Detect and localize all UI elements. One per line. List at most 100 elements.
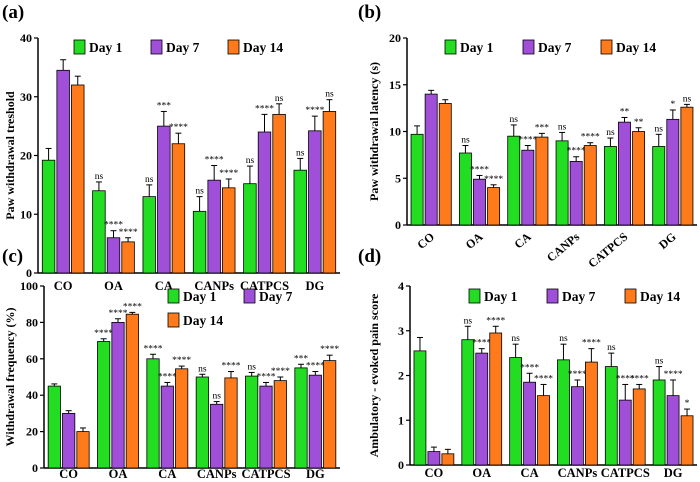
panel2-bar-day14-co	[438, 103, 452, 226]
panel3-y-tick-label: 0	[32, 461, 38, 475]
panel3-x-tick-label: CANPs	[197, 467, 237, 481]
panel4-bar-day7-catpcs	[618, 399, 632, 466]
panel3-significance-label: ****	[172, 356, 191, 366]
panel4-x-tick-label: DG	[664, 466, 683, 480]
panel4-bar-day7-co	[427, 451, 441, 466]
panel4-bar-day14-canps	[584, 361, 598, 466]
panel1-x-tick-label: CANPs	[194, 279, 234, 293]
panel4-bar-day14-dg	[680, 415, 694, 466]
panel1-y-axis-label: Paw withdrawal treshold	[3, 91, 17, 220]
panel4-bar-day7-dg	[666, 395, 680, 466]
panel4-y-tick-label: 2	[398, 369, 404, 383]
panel2-bar-day7-oa	[473, 178, 486, 226]
panel4-bar-day7-ca	[523, 381, 536, 466]
panel4-y-tick-label: 1	[398, 413, 404, 427]
panel3-significance-label: ns	[212, 392, 221, 402]
panel3-bar-day14-catpcs	[273, 380, 287, 469]
panel3-legend-label-3: Day 14	[183, 313, 223, 328]
panel3-legend-label-1: Day 1	[183, 289, 217, 304]
panel2-y-tick-label: 5	[395, 171, 401, 185]
panel3-significance-label: ****	[123, 302, 142, 312]
panel1-bar-day1-catpcs	[243, 183, 257, 274]
panel2-x-tick-label: CA	[511, 229, 534, 251]
panel3-bar-day1-oa	[97, 341, 111, 469]
panel2-legend-label-1: Day 1	[460, 40, 494, 55]
panel1-significance-label: ****	[255, 104, 274, 114]
panel4-legend-swatch-2	[546, 288, 559, 304]
panel1-bar-day14-co	[71, 84, 85, 274]
panel3-bar-day14-ca	[175, 368, 189, 469]
panel2-significance-label: ns	[606, 128, 615, 138]
panel4-bar-day7-canps	[571, 386, 584, 466]
panel3-significance-label: ****	[94, 329, 113, 339]
panel1-bar-day1-oa	[92, 190, 106, 274]
panel3-significance-label: ****	[306, 362, 325, 372]
panel2-significance-label: **	[620, 107, 630, 117]
panel4-significance-label: ****	[616, 374, 635, 384]
panel4-x-tick-label: CA	[521, 466, 539, 480]
panel4-legend-label-3: Day 14	[640, 289, 680, 304]
panel1-y-tick-label: 30	[20, 90, 32, 104]
panel3-y-tick-label: 80	[26, 315, 38, 329]
panel3-legend-swatch-2	[243, 288, 256, 304]
panel1-legend-swatch-3	[227, 39, 240, 55]
panel4-bar-day1-dg	[652, 379, 666, 466]
panel1-y-tick-label: 20	[20, 149, 32, 163]
panel1-x-tick-label: CO	[54, 279, 73, 293]
panel4-significance-label: ns	[559, 334, 568, 344]
panel2-bar-day1-co	[410, 133, 424, 226]
panel1-significance-label: ****	[119, 228, 138, 238]
panel1-significance-label: ns	[296, 148, 305, 158]
panel2-significance-label: *	[670, 100, 675, 110]
panel1-bar-day1-co	[41, 159, 56, 274]
panel2-bar-day14-oa	[487, 187, 501, 226]
panel3-bar-day7-oa	[111, 321, 125, 469]
panel1-y-tick-label: 40	[20, 31, 32, 45]
panel1-bar-day7-ca	[157, 125, 171, 274]
panel2-significance-label: ****	[518, 136, 537, 146]
panel3-y-tick-label: 40	[26, 388, 38, 402]
panel2-y-tick-label: 15	[389, 78, 401, 92]
panel3-significance-label: ****	[320, 345, 339, 355]
panel3-significance-label: ****	[144, 344, 163, 354]
panel4-legend-swatch-3	[624, 288, 637, 304]
panel2-significance-label: ****	[567, 147, 586, 157]
panel2-significance-label: ns	[461, 136, 470, 146]
panel1-bar-day14-catpcs	[272, 113, 286, 274]
panel2-y-tick-label: 0	[395, 218, 401, 232]
panel2-significance-label: ns	[510, 115, 519, 125]
panel3-bar-day1-co	[47, 385, 61, 469]
panel1-significance-label: ****	[305, 106, 324, 116]
panel2-bar-day7-dg	[666, 118, 680, 226]
panel1-bar-day14-oa	[121, 241, 135, 274]
panel4-significance-label: ****	[664, 370, 683, 380]
panel3-bar-day7-catpcs	[259, 385, 273, 469]
panel4-bar-day1-co	[413, 350, 427, 466]
panel1-bar-day7-co	[56, 69, 70, 274]
panel1-significance-label: ns	[325, 90, 334, 100]
panel3-panel-label: (c)	[2, 246, 23, 267]
panel1-panel-label: (a)	[2, 2, 24, 23]
panel1-bar-day7-canps	[207, 179, 221, 274]
panel1-significance-label: ****	[104, 221, 123, 231]
panel4-x-tick-label: CATPCS	[601, 466, 650, 480]
panel1-significance-label: ****	[205, 155, 224, 165]
panel4-significance-label: ns	[511, 334, 520, 344]
panel1-bar-day7-oa	[106, 237, 121, 274]
panel3-x-tick-label: DG	[306, 467, 325, 481]
panel1-legend-label-2: Day 7	[166, 40, 200, 55]
panel4-significance-label: ****	[520, 363, 539, 373]
panel3-y-axis-label: Withdrawal frequency (%)	[3, 308, 17, 447]
panel3-bar-day7-dg	[308, 374, 322, 469]
panel4-x-tick-label: CANPs	[558, 466, 598, 480]
panel3-significance-label: ns	[198, 364, 207, 374]
panel4-significance-label: ****	[472, 339, 491, 349]
panel1-significance-label: ns	[95, 172, 104, 182]
panel1-legend-label-3: Day 14	[243, 40, 283, 55]
panel2-legend-swatch-2	[522, 39, 535, 55]
panel1-bar-day1-canps	[192, 210, 207, 274]
panel2-significance-label: ns	[683, 94, 692, 104]
panel2-x-tick-label: CATPCS	[585, 229, 630, 270]
panel3-bar-day1-catpcs	[245, 375, 259, 469]
panel4-significance-label: ns	[655, 357, 664, 367]
